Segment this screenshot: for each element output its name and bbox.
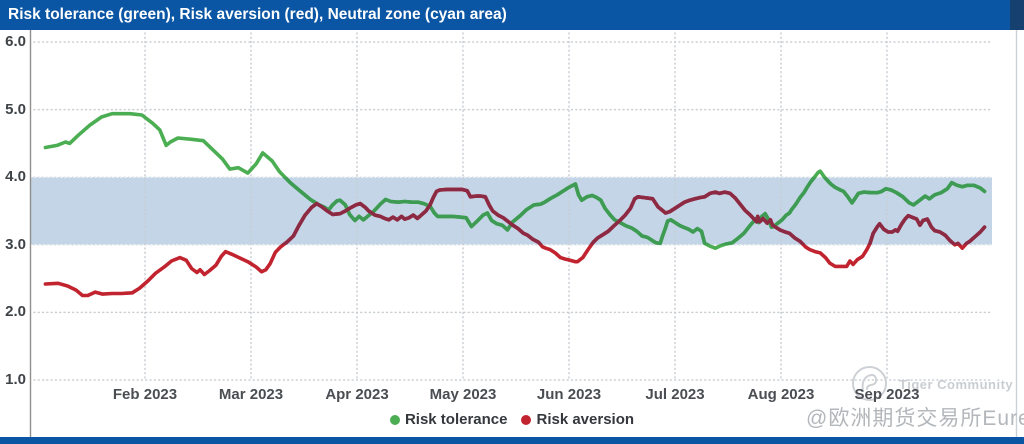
legend-marker-risk-tolerance-icon	[389, 414, 400, 425]
neutral-zone-band	[30, 177, 992, 245]
footer-bar	[0, 437, 1024, 444]
legend-item-risk-tolerance: Risk tolerance	[389, 411, 508, 428]
legend-marker-risk-aversion-icon	[521, 414, 532, 425]
title-bar-right-cap	[1010, 0, 1024, 30]
legend-label-risk-aversion: Risk aversion	[536, 411, 635, 428]
chart-title-bar: Risk tolerance (green), Risk aversion (r…	[0, 0, 1024, 30]
legend-item-risk-aversion: Risk aversion	[521, 411, 634, 428]
risk-tolerance-line-in-zone	[282, 177, 987, 245]
legend-label-risk-tolerance: Risk tolerance	[404, 411, 508, 428]
chart-legend: Risk tolerance Risk aversion	[0, 411, 1024, 428]
risk-aversion-line	[43, 187, 987, 298]
chart-title: Risk tolerance (green), Risk aversion (r…	[8, 6, 507, 23]
